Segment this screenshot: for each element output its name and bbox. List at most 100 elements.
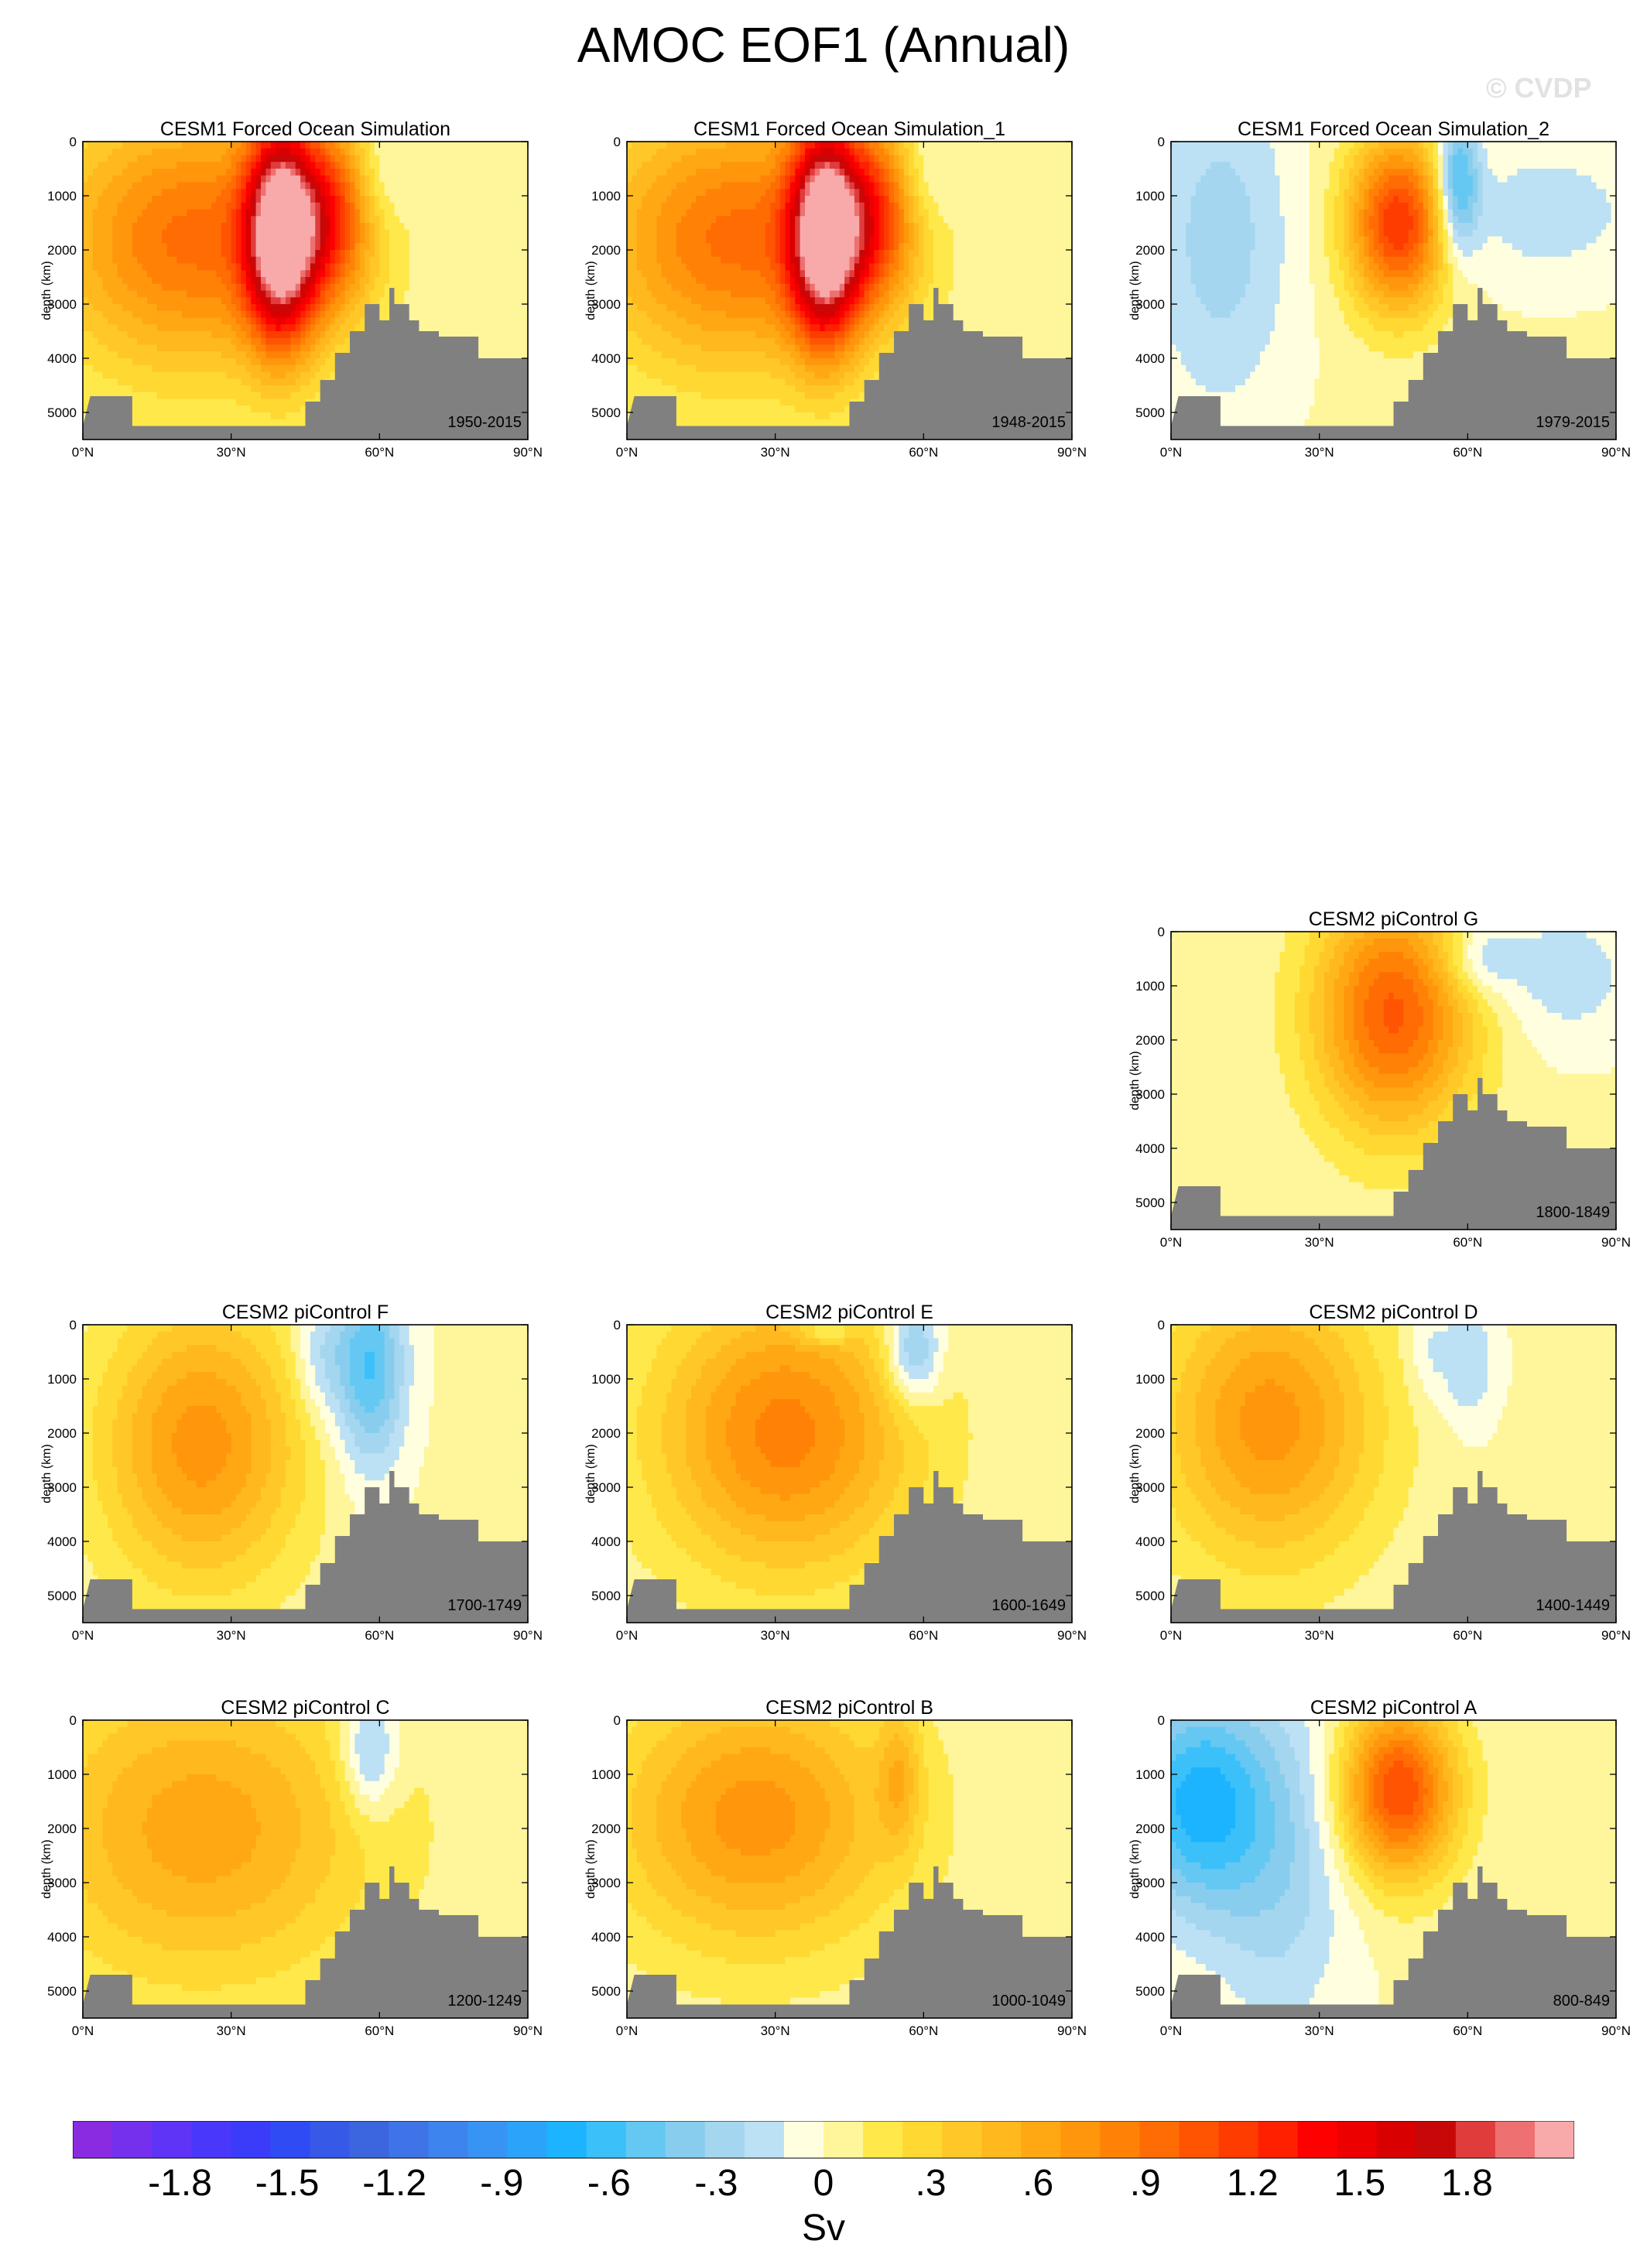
field-cell [276, 310, 282, 319]
field-cell [147, 175, 153, 183]
field-cell [107, 162, 113, 169]
field-cell [305, 351, 311, 359]
field-cell [216, 337, 222, 346]
field-cell [221, 209, 227, 217]
field-cell [903, 175, 909, 183]
field-cell [1042, 169, 1048, 176]
field-cell [92, 310, 98, 319]
field-cell [389, 243, 395, 251]
field-cell [255, 142, 262, 149]
field-cell [909, 175, 915, 183]
field-cell [132, 371, 138, 379]
field-cell [330, 250, 336, 258]
field-cell [206, 399, 212, 406]
field-cell [394, 243, 400, 251]
field-cell [433, 182, 440, 190]
field-cell [983, 189, 988, 197]
field-cell [632, 189, 638, 197]
field-cell [261, 277, 266, 285]
field-cell [310, 304, 316, 312]
field-cell [656, 148, 663, 156]
field-cell [785, 175, 791, 183]
field-cell [236, 405, 242, 413]
field-cell [147, 364, 153, 373]
field-cell [265, 256, 272, 265]
y-axis-label: depth (km) [40, 261, 53, 320]
field-cell [1062, 169, 1068, 176]
field-cell [112, 351, 118, 359]
field-cell [255, 351, 262, 359]
field-cell [216, 310, 222, 319]
field-cell [750, 169, 756, 176]
field-cell [87, 371, 94, 379]
field-cell [711, 209, 717, 217]
field-cell [414, 290, 420, 298]
field-cell [166, 182, 173, 190]
field-cell [943, 142, 949, 149]
field-cell [112, 155, 118, 162]
field-cell [315, 236, 321, 244]
field-cell [394, 196, 400, 204]
field-cell [147, 297, 153, 305]
field-cell [295, 277, 301, 285]
field-cell [166, 351, 173, 359]
field-cell [627, 169, 632, 176]
field-cell [344, 169, 351, 176]
field-cell [429, 304, 435, 312]
field-cell [448, 175, 454, 183]
field-cell [221, 358, 227, 366]
field-cell [305, 256, 311, 265]
field-cell [83, 142, 88, 149]
field-cell [508, 175, 514, 183]
field-cell [429, 142, 435, 149]
field-cell [1056, 202, 1063, 210]
field-cell [795, 175, 801, 183]
field-cell [889, 169, 895, 176]
field-cell [448, 310, 454, 319]
field-cell [745, 155, 752, 162]
field-cell [211, 216, 217, 224]
field-cell [117, 392, 123, 400]
field-cell [854, 182, 860, 190]
field-cell [156, 236, 163, 244]
field-cell [166, 324, 173, 332]
field-cell [958, 209, 964, 217]
field-cell [354, 256, 361, 265]
field-cell [651, 202, 657, 210]
field-cell [899, 155, 905, 162]
field-cell [187, 270, 193, 278]
field-cell [651, 196, 657, 204]
field-cell [290, 229, 296, 238]
field-cell [775, 182, 781, 190]
field-cell [1002, 148, 1008, 156]
field-cell [429, 310, 435, 319]
field-cell [483, 236, 489, 244]
field-cell [107, 243, 113, 251]
field-cell [522, 216, 528, 224]
field-cell [265, 263, 272, 271]
field-cell [404, 209, 410, 217]
field-cell [671, 189, 677, 197]
field-cell [1056, 162, 1063, 169]
field-cell [216, 290, 222, 298]
field-cell [122, 250, 128, 258]
field-cell [661, 142, 667, 149]
field-cell [399, 250, 405, 258]
field-cell [493, 304, 499, 312]
field-cell [196, 378, 202, 386]
field-cell [404, 189, 410, 197]
field-cell [231, 270, 237, 278]
field-cell [1052, 196, 1058, 204]
field-cell [409, 142, 415, 149]
field-cell [344, 250, 351, 258]
field-cell [236, 283, 242, 292]
field-cell [137, 317, 143, 325]
field-cell [265, 189, 272, 197]
plot-frame [82, 141, 529, 440]
field-cell [656, 196, 663, 204]
field-cell [152, 243, 158, 251]
field-cell [152, 324, 158, 332]
field-cell [181, 412, 187, 420]
field-cell [191, 304, 197, 312]
field-cell [473, 283, 479, 292]
